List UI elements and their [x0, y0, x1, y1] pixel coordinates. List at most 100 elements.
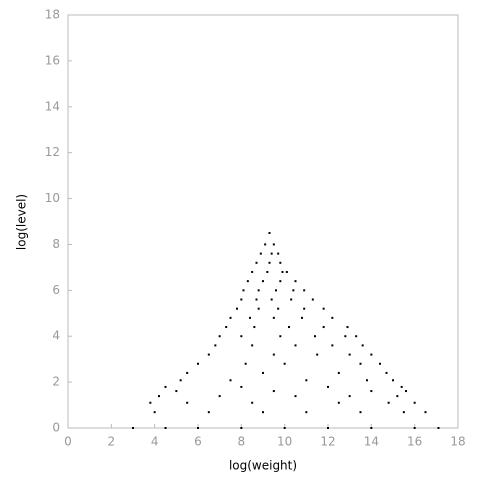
y-tick-label: 0 — [52, 421, 60, 435]
point — [242, 289, 245, 292]
point — [281, 270, 284, 273]
point — [283, 362, 286, 365]
point — [316, 353, 319, 356]
plot-frame — [67, 14, 459, 429]
point — [322, 307, 325, 310]
point — [294, 280, 297, 283]
point — [229, 379, 232, 382]
point — [275, 289, 277, 292]
point — [405, 390, 407, 393]
point — [236, 307, 238, 310]
point — [322, 326, 325, 329]
point — [370, 353, 373, 356]
point — [240, 427, 243, 429]
point — [186, 401, 189, 404]
point — [268, 231, 271, 234]
point — [348, 353, 351, 356]
x-tick-label: 14 — [364, 435, 379, 449]
point — [355, 335, 358, 338]
x-axis-label: log(weight) — [229, 459, 297, 473]
point — [249, 316, 251, 319]
point — [253, 326, 256, 329]
point — [314, 335, 316, 338]
point — [251, 344, 254, 347]
point — [305, 411, 308, 414]
point — [402, 411, 405, 414]
point — [229, 316, 232, 319]
point — [179, 379, 182, 382]
point — [277, 252, 280, 255]
point — [244, 362, 247, 365]
point — [262, 280, 264, 283]
point — [240, 298, 243, 301]
point — [303, 307, 306, 310]
x-tick-label: 6 — [194, 435, 202, 449]
point — [262, 411, 264, 414]
point — [301, 316, 303, 319]
point — [303, 289, 306, 292]
point — [240, 335, 243, 338]
point — [348, 395, 351, 398]
point — [292, 289, 295, 292]
point — [268, 261, 271, 264]
point — [197, 427, 199, 429]
point — [255, 261, 258, 264]
point — [283, 427, 286, 429]
point — [437, 427, 440, 429]
point — [264, 243, 267, 246]
point — [225, 326, 228, 329]
point — [272, 243, 275, 246]
point — [337, 401, 340, 404]
point — [279, 335, 282, 338]
point — [164, 385, 167, 388]
point — [207, 353, 210, 356]
point — [158, 395, 160, 398]
point — [359, 411, 362, 414]
point — [413, 427, 416, 429]
x-tick-label: 10 — [277, 435, 292, 449]
y-tick-label: 10 — [45, 191, 60, 205]
point — [294, 344, 297, 347]
x-tick-label: 0 — [64, 435, 72, 449]
point — [331, 344, 334, 347]
point — [424, 411, 427, 414]
point — [387, 401, 390, 404]
point — [279, 280, 282, 283]
point — [346, 326, 349, 329]
point — [327, 385, 329, 388]
x-tick-label: 4 — [151, 435, 159, 449]
point — [251, 401, 254, 404]
y-tick-label: 12 — [45, 145, 60, 159]
point — [379, 362, 381, 365]
point — [392, 379, 394, 382]
point — [207, 411, 210, 414]
point — [255, 298, 258, 301]
point — [214, 344, 217, 347]
x-tick-label: 2 — [108, 435, 116, 449]
point — [218, 395, 221, 398]
y-tick-label: 8 — [52, 237, 60, 251]
point — [164, 427, 167, 429]
point — [270, 298, 273, 301]
point — [272, 353, 275, 356]
point — [149, 401, 152, 404]
point — [218, 335, 221, 338]
point — [344, 335, 347, 338]
point — [262, 371, 264, 374]
y-tick-label: 18 — [45, 8, 60, 22]
y-tick-label: 4 — [52, 329, 60, 343]
point — [337, 371, 340, 374]
point — [186, 371, 189, 374]
point — [370, 390, 373, 393]
point — [331, 316, 334, 319]
point — [294, 395, 297, 398]
point — [400, 385, 403, 388]
point — [277, 307, 280, 310]
x-tick-label: 16 — [407, 435, 422, 449]
point — [272, 316, 275, 319]
point — [240, 385, 243, 388]
point — [272, 390, 275, 393]
point — [285, 270, 288, 273]
point — [385, 371, 388, 374]
point — [361, 344, 364, 347]
